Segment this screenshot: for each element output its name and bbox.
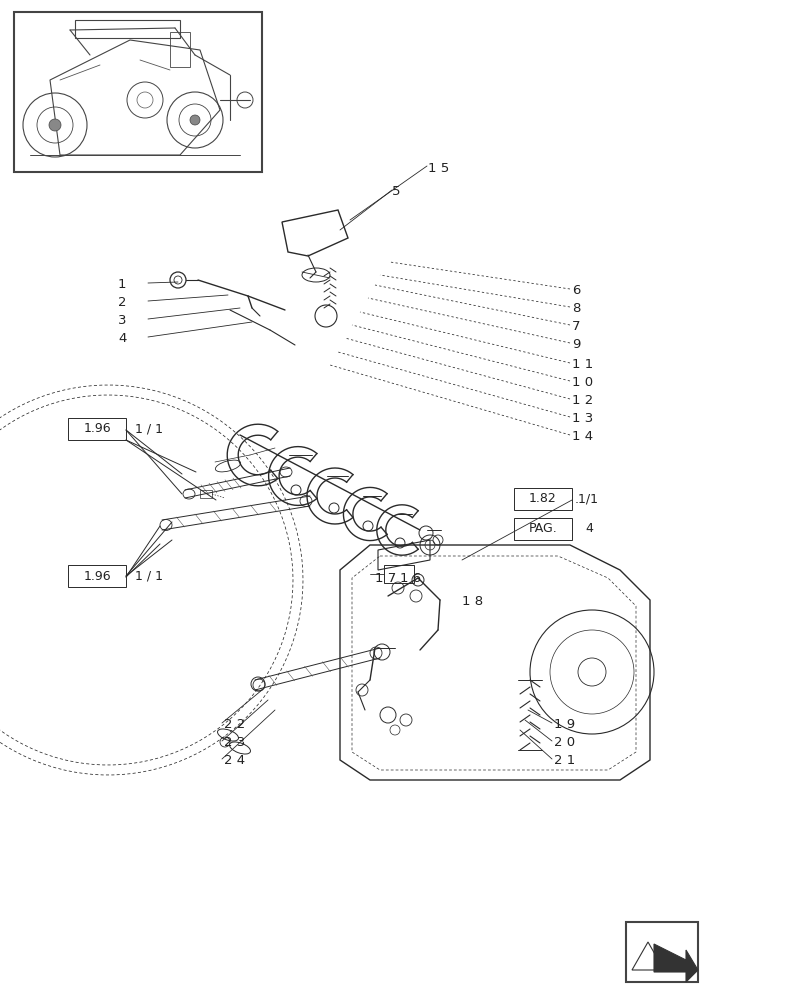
Text: 1: 1 — [118, 278, 127, 291]
Bar — [514, 488, 572, 510]
Text: 4: 4 — [585, 522, 593, 536]
Text: 1 / 1: 1 / 1 — [135, 422, 163, 436]
Text: 1.96: 1.96 — [83, 422, 111, 436]
Text: 1 8: 1 8 — [462, 595, 483, 608]
Text: 1 6: 1 6 — [400, 572, 421, 585]
Text: 1.96: 1.96 — [83, 570, 111, 582]
Bar — [626, 922, 698, 982]
Circle shape — [190, 115, 200, 125]
Text: 2 1: 2 1 — [554, 754, 575, 767]
Bar — [170, 32, 190, 67]
Text: 1 / 1: 1 / 1 — [135, 570, 163, 582]
Polygon shape — [654, 944, 698, 982]
Text: 1.82: 1.82 — [529, 492, 557, 506]
Text: 9: 9 — [572, 338, 580, 351]
Text: 1 9: 1 9 — [554, 718, 575, 731]
Text: 4: 4 — [118, 332, 126, 345]
Bar — [514, 518, 572, 540]
Circle shape — [49, 119, 61, 131]
Text: 1 7: 1 7 — [375, 572, 396, 585]
Text: 2 2: 2 2 — [224, 718, 246, 731]
Text: 1 3: 1 3 — [572, 412, 593, 425]
Text: 1 1: 1 1 — [572, 358, 593, 371]
Text: 5: 5 — [392, 185, 401, 198]
Text: 8: 8 — [572, 302, 580, 315]
Text: 6: 6 — [572, 284, 580, 297]
Text: 2: 2 — [118, 296, 127, 309]
Text: .1/1: .1/1 — [575, 492, 599, 506]
Text: 2 0: 2 0 — [554, 736, 575, 749]
Text: 1 4: 1 4 — [572, 430, 593, 443]
Text: PAG.: PAG. — [528, 522, 558, 536]
Text: 3: 3 — [118, 314, 127, 327]
Text: 2 3: 2 3 — [224, 736, 246, 749]
Bar — [68, 565, 126, 587]
Bar — [68, 418, 126, 440]
Text: 1 5: 1 5 — [428, 162, 449, 175]
Text: 1 2: 1 2 — [572, 394, 593, 407]
Bar — [14, 12, 262, 172]
Bar — [384, 565, 414, 583]
Bar — [75, 20, 180, 38]
Text: 1 0: 1 0 — [572, 376, 593, 389]
Text: 2 4: 2 4 — [224, 754, 245, 767]
Text: 7: 7 — [572, 320, 580, 333]
Bar — [200, 490, 212, 498]
